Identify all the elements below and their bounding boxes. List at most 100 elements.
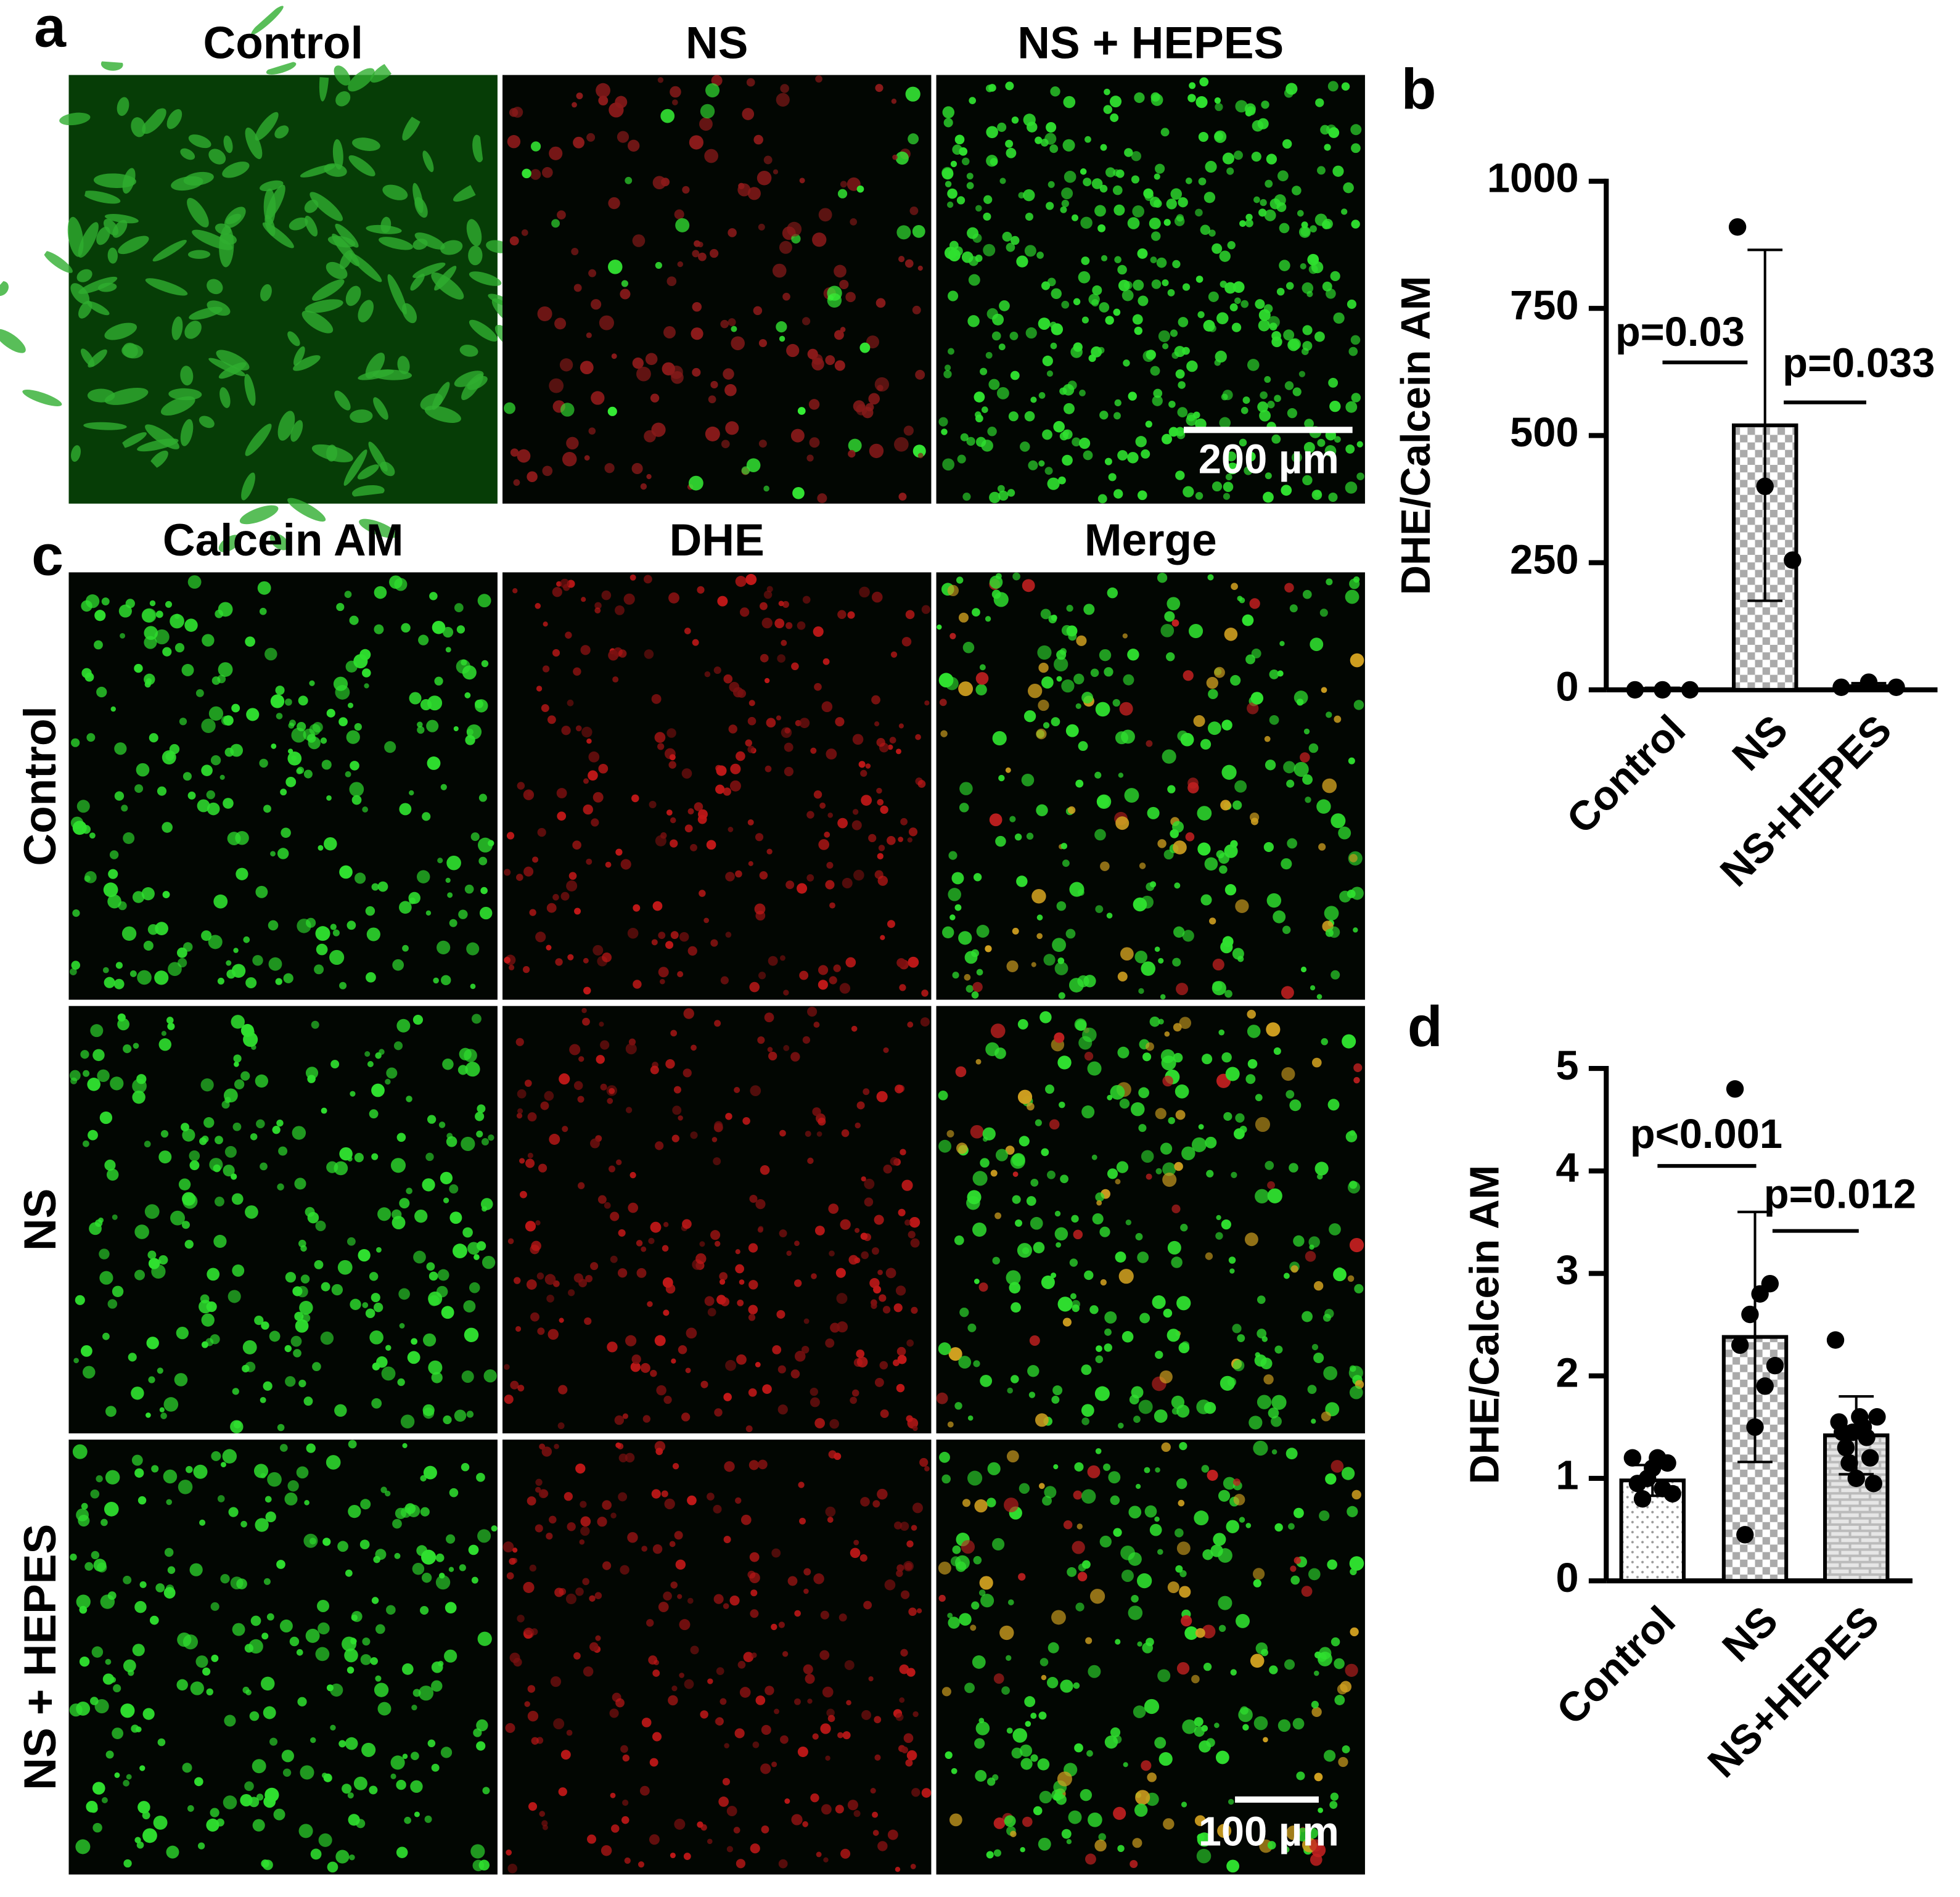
cell: [988, 379, 1000, 390]
cell: [80, 1050, 89, 1059]
cell: [899, 1664, 909, 1674]
cell: [1076, 1523, 1083, 1530]
cell: [799, 1517, 806, 1525]
cell: [1079, 390, 1086, 396]
cell: [300, 1765, 314, 1780]
cell: [232, 1388, 239, 1395]
cell: [825, 1506, 836, 1517]
cell: [752, 1741, 760, 1748]
cell: [668, 761, 676, 769]
cell: [1281, 485, 1292, 496]
cell: [805, 1674, 815, 1684]
cell: [1351, 393, 1361, 403]
cell: [750, 1589, 758, 1597]
cell: [1057, 1771, 1072, 1787]
cell: [1054, 1032, 1065, 1043]
cell: [345, 1737, 358, 1750]
cell: [1282, 925, 1291, 935]
cell: [1170, 329, 1178, 337]
cell: [386, 1605, 396, 1615]
cell: [819, 1650, 830, 1660]
cell: [446, 855, 461, 871]
cell: [1212, 981, 1226, 996]
cell: [1271, 1395, 1287, 1410]
cell: [235, 830, 249, 845]
cell: [1326, 711, 1332, 718]
cell: [598, 96, 609, 106]
cell: [70, 968, 77, 975]
cell: [908, 827, 918, 837]
cell: [1075, 779, 1084, 788]
cell: [986, 126, 998, 139]
cell: [1046, 202, 1054, 210]
cell: [1064, 170, 1076, 183]
cell: [1062, 454, 1073, 466]
cell: [713, 1157, 721, 1166]
cell: [438, 1121, 446, 1128]
cell: [72, 909, 80, 917]
cell: [1081, 1417, 1089, 1425]
cell: [454, 371, 484, 387]
cell: [966, 436, 975, 446]
cell: [1015, 1219, 1023, 1227]
cell: [782, 292, 790, 301]
cell: [330, 1683, 343, 1697]
cell: [309, 680, 315, 686]
cell: [339, 865, 353, 879]
cell: [998, 774, 1005, 782]
cell: [821, 1804, 832, 1815]
cell: [1245, 109, 1253, 117]
cell: [820, 1610, 829, 1620]
cell: [650, 1369, 657, 1377]
cell: [264, 1787, 279, 1803]
cell: [1110, 1084, 1125, 1100]
cell: [1307, 253, 1319, 266]
cell: [864, 1178, 875, 1189]
cell: [1105, 316, 1114, 325]
cell: [1054, 657, 1068, 672]
cell: [853, 1539, 859, 1546]
cell: [876, 738, 885, 747]
cell: [385, 1490, 391, 1497]
cell: [1036, 933, 1043, 940]
cell: [86, 1800, 98, 1813]
cell: [151, 1465, 159, 1473]
cell: [1221, 719, 1232, 731]
cell: [1023, 189, 1035, 202]
cell: [366, 972, 376, 983]
cell: [1230, 674, 1241, 686]
cell: [1072, 1300, 1081, 1309]
cell: [459, 1047, 472, 1060]
cell: [755, 1362, 761, 1367]
cell: [1046, 1677, 1059, 1689]
cell: [92, 1782, 105, 1795]
cell: [760, 602, 768, 610]
cell: [975, 1769, 987, 1782]
cell: [758, 223, 765, 231]
cell: [610, 1792, 616, 1798]
cell: [425, 910, 432, 916]
cell: [681, 768, 692, 779]
cell: [1247, 359, 1260, 371]
cell: [207, 802, 220, 816]
cell: [1128, 1506, 1142, 1519]
cell: [1099, 302, 1110, 313]
cell: [1206, 1170, 1214, 1178]
cell: [1202, 1625, 1216, 1639]
cell: [776, 1309, 785, 1319]
cell: [1181, 1801, 1187, 1808]
cell: [1091, 178, 1103, 189]
cell: [1078, 741, 1088, 752]
cell: [1127, 452, 1139, 464]
cell: [967, 1323, 977, 1332]
cell: [633, 904, 641, 912]
cell: [734, 1086, 740, 1093]
cell: [662, 1245, 669, 1252]
cell: [392, 1518, 402, 1529]
cell: [1218, 1489, 1231, 1502]
cell: [210, 1334, 220, 1345]
cell: [654, 732, 666, 743]
cell: [1012, 1153, 1025, 1166]
y-tick-label: 500: [1510, 409, 1579, 456]
cell: [350, 1298, 361, 1310]
